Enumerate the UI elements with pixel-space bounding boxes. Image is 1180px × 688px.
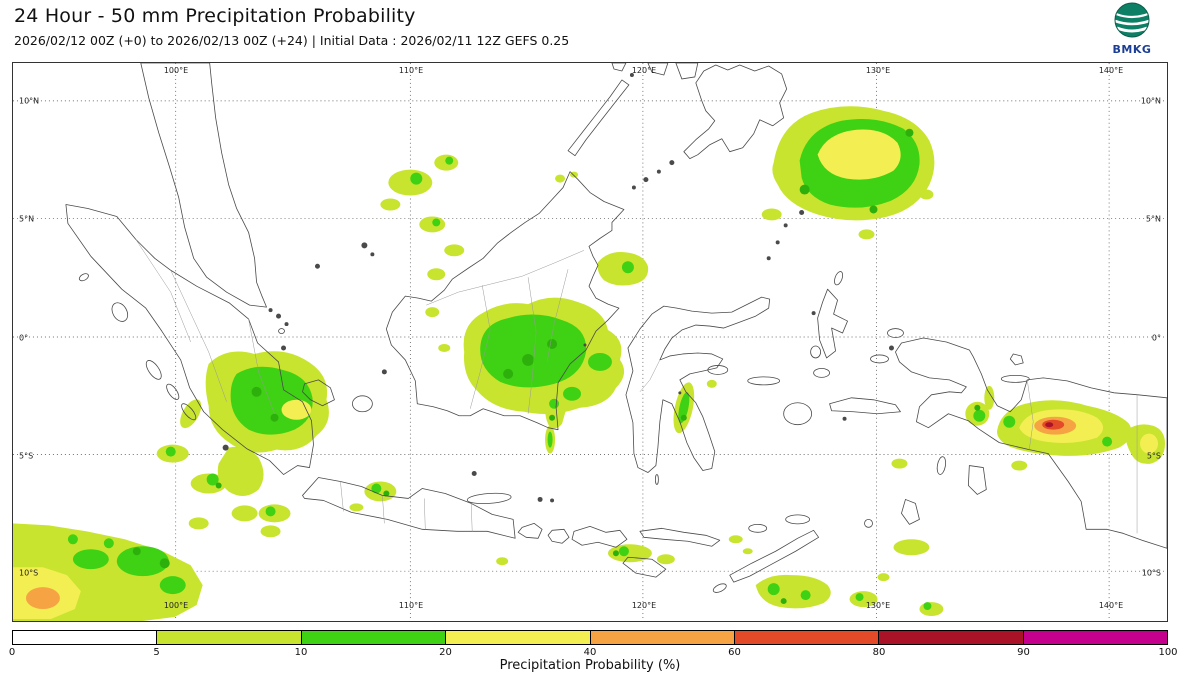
colorbar-segment-10-20: [301, 631, 447, 644]
lat-label-right: 10°N: [1140, 96, 1161, 106]
page-title: 24 Hour - 50 mm Precipitation Probabilit…: [14, 5, 416, 27]
precipitation-overlay: [13, 106, 1166, 621]
precip-sumatra: [156, 351, 329, 538]
lon-label-top: 110°E: [398, 66, 424, 75]
lon-label-bottom: 110°E: [398, 601, 424, 610]
colorbar: 0 5 10 20 40 60 80 90 100: [8, 630, 1178, 659]
colorbar-tick-90: 90: [1017, 647, 1030, 658]
precip-natuna-sea: [380, 154, 579, 281]
coast-flores: [639, 527, 721, 547]
admin-boundaries: [135, 239, 1138, 534]
coast-nias: [111, 302, 129, 322]
coast-aru: [967, 465, 987, 495]
precip-banda-sea: [755, 458, 944, 617]
colorbar-tick-40: 40: [583, 647, 597, 658]
coast-sumatra: [65, 204, 314, 475]
small-islands: [222, 72, 894, 503]
colorbar-label: Precipitation Probability (%): [499, 658, 681, 673]
colorbar-tick-10: 10: [294, 647, 308, 658]
colorbar-segment-80-90: [879, 631, 1024, 644]
colorbar-tick-60: 60: [728, 647, 741, 658]
coast-tanimbar: [901, 499, 920, 525]
map-frame: 100°E 100°E 110°E 110°E 120°E 120°E 130°E 130°E…: [12, 62, 1168, 622]
indonesia-map: [13, 63, 1167, 621]
coast-madura: [466, 492, 512, 505]
coast-halmahera: [817, 288, 848, 359]
lat-label-right: 10°S: [1141, 568, 1161, 578]
colorbar-segment-40-60: [590, 631, 735, 644]
lon-label-bottom: 100°E: [163, 601, 189, 610]
lon-label-bottom: 120°E: [631, 601, 657, 610]
colorbar-tick-80: 80: [872, 647, 886, 658]
graticule-grid: [13, 63, 1167, 621]
lat-label-left: 5°N: [19, 214, 35, 224]
lat-label-left: 0°: [19, 333, 29, 343]
lon-label-top: 100°E: [163, 66, 189, 75]
coast-papua: [895, 337, 1167, 549]
precip-kalimantan: [425, 252, 649, 454]
coast-timor: [729, 529, 820, 583]
bmkg-logo-text: BMKG: [1112, 43, 1152, 56]
colorbar-segment-5-10: [157, 631, 302, 644]
page-subtitle: 2026/02/12 00Z (+0) to 2026/02/13 00Z (+…: [14, 33, 570, 48]
lat-label-left: 5°S: [19, 451, 34, 461]
colorbar-segment-0-5: [13, 631, 158, 644]
colorbar-tick-100: 100: [1158, 647, 1178, 658]
lon-label-bottom: 140°E: [1098, 601, 1124, 610]
lon-label-top: 130°E: [865, 66, 891, 75]
coast-bali: [517, 522, 543, 539]
coast-buru: [783, 402, 813, 426]
lon-label-top: 140°E: [1098, 66, 1124, 75]
colorbar-tick-0: 0: [8, 647, 16, 658]
colorbar-ticks: 0 5 10 20 40 60 80 90 100: [8, 647, 1178, 659]
coastlines: [65, 63, 1167, 593]
colorbar-segment-20-40: [446, 631, 591, 644]
coast-sumba: [622, 556, 667, 578]
lat-label-right: 5°N: [1145, 214, 1161, 224]
lon-label-bottom: 130°E: [865, 601, 891, 610]
coast-sulawesi: [625, 296, 771, 473]
coast-seram: [829, 397, 901, 415]
coast-bangka: [302, 379, 335, 407]
coast-mindanao: [683, 64, 788, 160]
coast-borneo: [385, 171, 625, 431]
coast-lombok: [547, 528, 570, 544]
coast-java: [302, 477, 516, 539]
bmkg-logo: BMKG: [1108, 1, 1156, 56]
colorbar-segment-90-100: [1023, 631, 1167, 644]
lat-label-left: 10°S: [19, 568, 39, 578]
coast-malay-peninsula: [140, 63, 267, 308]
colorbar-segments: [12, 630, 1168, 645]
lon-label-top: 120°E: [631, 66, 657, 75]
coast-palawan: [567, 79, 630, 157]
lat-label-right: 5°S: [1146, 451, 1161, 461]
bmkg-globe-icon: [1114, 2, 1150, 38]
precip-philippine-sea: [761, 106, 935, 240]
colorbar-segment-60-80: [734, 631, 880, 644]
colorbar-tick-20: 20: [439, 647, 452, 658]
colorbar-tick-5: 5: [153, 647, 160, 658]
coast-belitung: [352, 395, 373, 413]
precip-sulawesi: [673, 379, 717, 434]
precip-papua: [965, 385, 1166, 471]
precip-indian-ocean: [13, 523, 203, 621]
precip-flores-sea: [496, 535, 753, 566]
lat-label-left: 10°N: [19, 96, 40, 106]
lat-label-right: 0°: [1151, 333, 1161, 343]
coast-sumbawa: [571, 525, 628, 548]
